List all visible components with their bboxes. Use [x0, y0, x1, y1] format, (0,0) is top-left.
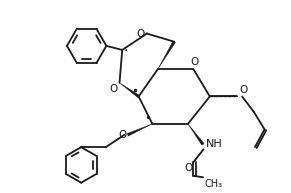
Text: ·: ·: [124, 44, 128, 58]
Polygon shape: [120, 83, 139, 98]
Text: NH: NH: [206, 139, 223, 149]
Text: O: O: [239, 85, 247, 95]
Polygon shape: [188, 124, 204, 145]
Text: O: O: [136, 29, 145, 39]
Polygon shape: [158, 41, 175, 69]
Text: O: O: [191, 57, 199, 67]
Text: O: O: [184, 163, 193, 173]
Polygon shape: [127, 124, 152, 136]
Text: O: O: [118, 130, 126, 140]
Text: CH₃: CH₃: [204, 179, 223, 189]
Text: O: O: [110, 84, 118, 94]
